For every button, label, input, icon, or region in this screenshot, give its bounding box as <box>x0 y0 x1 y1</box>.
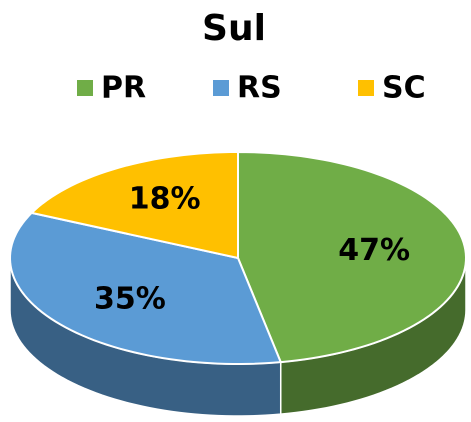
legend-swatch <box>77 80 93 96</box>
legend-label: SC <box>382 71 426 106</box>
data-label: 47% <box>338 233 410 268</box>
slice <box>237 150 467 364</box>
chart-title: Sul <box>202 8 266 49</box>
legend-swatch <box>213 80 229 96</box>
legend-label: PR <box>101 71 146 106</box>
legend-swatch <box>358 80 374 96</box>
legend-label: RS <box>237 71 282 106</box>
slice <box>29 150 239 260</box>
slice <box>9 211 283 365</box>
data-label: 18% <box>129 181 201 216</box>
data-label: 35% <box>94 282 166 317</box>
